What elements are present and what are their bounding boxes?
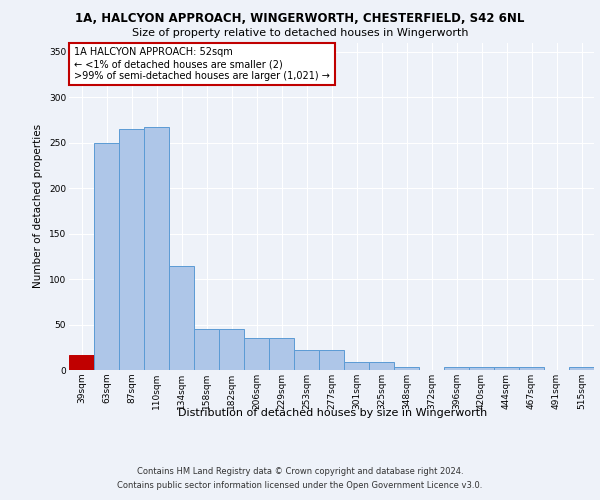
Bar bbox=[519, 368, 544, 370]
Text: 1A HALCYON APPROACH: 52sqm
← <1% of detached houses are smaller (2)
>99% of semi: 1A HALCYON APPROACH: 52sqm ← <1% of deta… bbox=[74, 48, 330, 80]
Y-axis label: Number of detached properties: Number of detached properties bbox=[34, 124, 43, 288]
Bar bbox=[244, 338, 269, 370]
Bar bbox=[569, 368, 594, 370]
Text: Size of property relative to detached houses in Wingerworth: Size of property relative to detached ho… bbox=[132, 28, 468, 38]
Bar bbox=[319, 350, 344, 370]
Text: Distribution of detached houses by size in Wingerworth: Distribution of detached houses by size … bbox=[178, 408, 488, 418]
Text: Contains HM Land Registry data © Crown copyright and database right 2024.: Contains HM Land Registry data © Crown c… bbox=[137, 468, 463, 476]
Bar bbox=[69, 356, 94, 370]
Bar bbox=[194, 329, 219, 370]
Bar bbox=[169, 266, 194, 370]
Bar bbox=[444, 368, 469, 370]
Bar bbox=[119, 129, 144, 370]
Text: Contains public sector information licensed under the Open Government Licence v3: Contains public sector information licen… bbox=[118, 481, 482, 490]
Bar bbox=[344, 362, 369, 370]
Bar bbox=[494, 368, 519, 370]
Bar bbox=[144, 127, 169, 370]
Text: 1A, HALCYON APPROACH, WINGERWORTH, CHESTERFIELD, S42 6NL: 1A, HALCYON APPROACH, WINGERWORTH, CHEST… bbox=[76, 12, 524, 26]
Bar bbox=[369, 362, 394, 370]
Bar bbox=[394, 368, 419, 370]
Bar bbox=[219, 329, 244, 370]
Bar bbox=[469, 368, 494, 370]
Bar bbox=[294, 350, 319, 370]
Bar bbox=[94, 144, 119, 370]
Bar bbox=[269, 338, 294, 370]
